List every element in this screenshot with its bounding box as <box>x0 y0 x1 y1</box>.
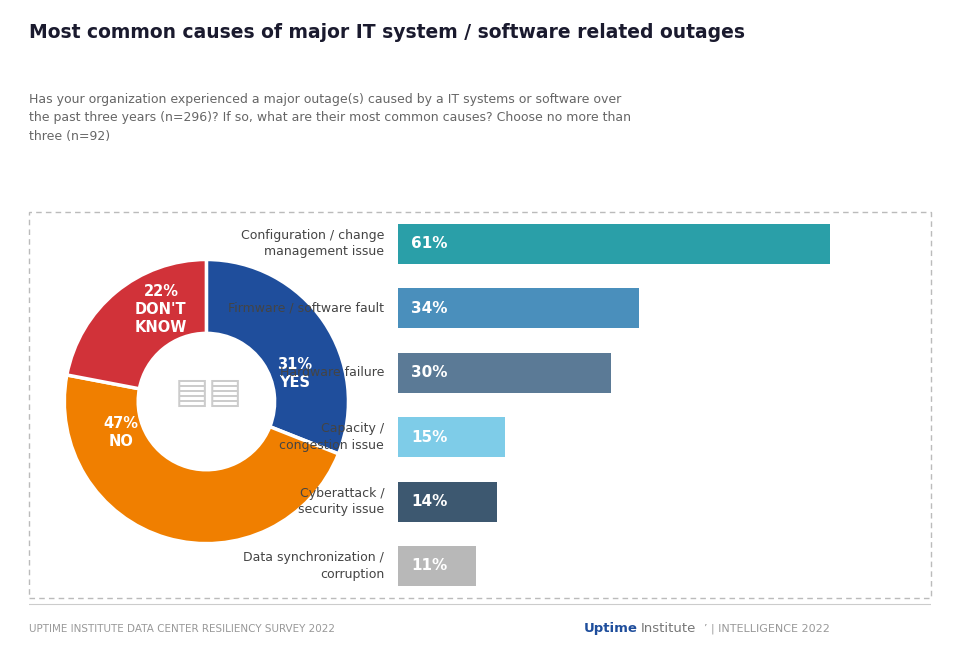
Bar <box>398 546 476 586</box>
Text: 11%: 11% <box>411 559 447 574</box>
Wedge shape <box>64 375 339 543</box>
Bar <box>398 482 497 522</box>
Text: 47%
NO: 47% NO <box>104 416 138 449</box>
Text: Capacity /
congestion issue: Capacity / congestion issue <box>279 422 384 452</box>
Text: ▤: ▤ <box>175 376 209 410</box>
Bar <box>398 288 639 328</box>
Text: Has your organization experienced a major outage(s) caused by a IT systems or so: Has your organization experienced a majo… <box>29 93 631 143</box>
Text: 30%: 30% <box>411 365 447 380</box>
Text: 15%: 15% <box>411 430 447 445</box>
Text: Data synchronization /
corruption: Data synchronization / corruption <box>244 551 384 581</box>
Wedge shape <box>67 260 206 389</box>
Bar <box>398 417 505 457</box>
Bar <box>398 224 830 264</box>
Text: Uptime: Uptime <box>584 623 637 635</box>
Text: 14%: 14% <box>411 494 447 509</box>
Text: Institute: Institute <box>640 623 696 635</box>
Text: 34%: 34% <box>411 301 447 316</box>
Text: Cyberattack /
security issue: Cyberattack / security issue <box>299 486 384 516</box>
Text: 31%
YES: 31% YES <box>276 357 312 389</box>
Text: UPTIME INSTITUTE DATA CENTER RESILIENCY SURVEY 2022: UPTIME INSTITUTE DATA CENTER RESILIENCY … <box>29 624 335 634</box>
Text: ’ | INTELLIGENCE 2022: ’ | INTELLIGENCE 2022 <box>704 624 829 634</box>
Text: 61%: 61% <box>411 236 447 251</box>
Text: Firmware / software fault: Firmware / software fault <box>228 301 384 315</box>
Bar <box>398 353 611 393</box>
Text: Hardware failure: Hardware failure <box>280 366 384 379</box>
Text: Most common causes of major IT system / software related outages: Most common causes of major IT system / … <box>29 23 745 42</box>
Text: ▤: ▤ <box>207 376 242 410</box>
Text: 22%
DON'T
KNOW: 22% DON'T KNOW <box>134 284 187 334</box>
Wedge shape <box>206 260 348 454</box>
Text: Configuration / change
management issue: Configuration / change management issue <box>241 229 384 258</box>
Circle shape <box>138 333 275 470</box>
